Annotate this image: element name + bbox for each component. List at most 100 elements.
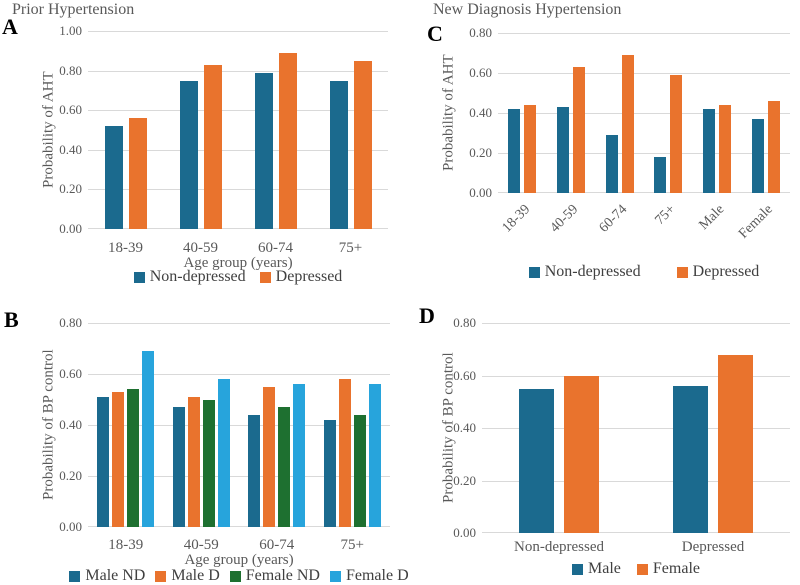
bar-female-depressed — [718, 354, 753, 533]
bar-non-depressed-60-74 — [605, 135, 618, 193]
bar-group-40-59 — [556, 33, 585, 193]
y-tick-label: 0.00 — [469, 185, 492, 200]
legend-item-male-d: Male D — [155, 567, 220, 585]
gridline — [498, 192, 790, 193]
legend-swatch-non-depressed-icon — [133, 271, 145, 283]
legend-label: Female ND — [245, 567, 320, 584]
legend-label: Male — [588, 560, 621, 577]
bar-depressed-18-39 — [128, 118, 147, 229]
gridline — [498, 33, 790, 34]
gridline — [482, 481, 790, 482]
gridline — [498, 113, 790, 114]
gridline — [88, 374, 390, 375]
bar-depressed-male — [718, 105, 731, 193]
panel-c-new-diagnosis-hypertension: New Diagnosis Hypertension C Probability… — [400, 0, 800, 295]
bar-group-18-39 — [104, 31, 147, 229]
plot-area — [88, 323, 390, 527]
gridline — [482, 376, 790, 377]
bar-female-d-40-59 — [217, 379, 230, 527]
x-axis-label: Age group (years) — [183, 255, 293, 271]
x-axis-categories: 18-39 40-59 60-74 75+ Male Female — [498, 197, 790, 255]
bar-depressed-60-74 — [278, 52, 297, 229]
bar-female-nd-60-74 — [278, 407, 291, 527]
legend-label: Depressed — [275, 268, 343, 285]
x-tick-label-18-39: 18-39 — [108, 537, 144, 553]
legend-label: Male ND — [85, 567, 146, 584]
gridline — [88, 110, 388, 111]
legend-item-male: Male — [572, 560, 621, 578]
x-tick-label-60-74: 60-74 — [596, 202, 631, 236]
y-tick-label: 0.40 — [59, 417, 82, 432]
x-tick-cell: Male — [693, 197, 742, 255]
bar-non-depressed-75 — [654, 157, 667, 193]
bar-male-nd-18-39 — [97, 396, 110, 527]
bar-group-18-39 — [97, 323, 155, 527]
legend: Non-depressed Depressed — [498, 263, 790, 281]
bar-group-18-39 — [508, 33, 537, 193]
bar-non-depressed-75 — [329, 80, 348, 229]
plot-area — [498, 33, 790, 193]
bar-group-40-59 — [172, 323, 230, 527]
y-tick-label: 0.20 — [453, 472, 476, 488]
y-tick-label: 0.40 — [453, 420, 476, 435]
bar-group-60-74 — [254, 31, 297, 229]
panel-a-title: Prior Hypertension — [12, 1, 135, 18]
bar-non-depressed-18-39 — [104, 126, 123, 229]
x-tick-label-depressed: Depressed — [681, 539, 745, 555]
bar-group-75 — [323, 323, 381, 527]
y-tick-label: 0.40 — [59, 141, 82, 157]
plot-area — [482, 323, 790, 533]
bar-non-depressed-male — [702, 109, 715, 193]
y-tick-label: 1.00 — [59, 23, 82, 38]
gridline — [498, 153, 790, 154]
y-tick-label: 0.80 — [469, 25, 492, 40]
y-tick-label: 0.80 — [59, 62, 82, 78]
y-axis-ticks: 0.00 0.20 0.40 0.60 0.80 — [446, 0, 492, 295]
gridline — [88, 425, 390, 426]
legend-item-female-nd: Female ND — [229, 567, 320, 585]
bar-group-male — [702, 33, 731, 193]
y-tick-label: 0.60 — [59, 102, 82, 118]
bar-group-depressed — [673, 323, 753, 533]
plot-area — [88, 31, 388, 229]
bar-female-d-75 — [368, 384, 381, 527]
bars-layer — [88, 323, 390, 527]
bar-female-nd-18-39 — [127, 389, 140, 527]
bar-male-nd-40-59 — [172, 407, 185, 527]
y-tick-label: 0.00 — [59, 519, 82, 534]
gridline — [88, 189, 388, 190]
bars-layer — [482, 323, 790, 533]
bar-depressed-40-59 — [203, 64, 222, 229]
bar-male-nd-75 — [323, 419, 336, 527]
y-axis-ticks: 0.00 0.20 0.40 0.60 0.80 — [430, 295, 476, 585]
x-tick-label-75: 75+ — [652, 202, 679, 229]
bar-male-d-18-39 — [112, 391, 125, 527]
legend-swatch-male-nd-icon — [69, 570, 81, 582]
bar-male-d-40-59 — [187, 396, 200, 527]
bar-depressed-60-74 — [621, 55, 634, 193]
y-tick-label: 0.00 — [59, 221, 82, 236]
x-tick-cell: 18-39 — [498, 197, 547, 255]
bars-layer — [498, 33, 790, 193]
panel-d-letter: D — [419, 303, 435, 328]
bar-depressed-75 — [353, 60, 372, 229]
x-axis-categories: Non-depressed Depressed — [482, 539, 790, 556]
bar-group-75 — [329, 31, 372, 229]
bar-male-non-depressed — [519, 388, 554, 533]
panel-c-title: New Diagnosis Hypertension — [433, 1, 622, 18]
x-axis-label: Age group (years) — [184, 552, 294, 568]
legend-label: Depressed — [692, 263, 760, 280]
bar-depressed-18-39 — [524, 105, 537, 193]
bar-female-non-depressed — [564, 375, 599, 533]
legend-swatch-depressed-icon — [259, 271, 271, 283]
panel-a-prior-hypertension: Prior Hypertension A Probability of AHT … — [0, 0, 400, 295]
x-tick-cell: 75+ — [644, 197, 693, 255]
x-tick-label-female: Female — [736, 202, 777, 242]
x-axis-categories: 18-39 40-59 60-74 75+ — [88, 537, 390, 554]
y-tick-label: 0.60 — [469, 65, 492, 80]
bar-male-depressed — [673, 386, 708, 533]
legend-swatch-male-icon — [572, 563, 584, 575]
x-tick-cell: Female — [737, 197, 790, 255]
bar-depressed-female — [767, 101, 780, 193]
bar-non-depressed-female — [751, 119, 764, 193]
